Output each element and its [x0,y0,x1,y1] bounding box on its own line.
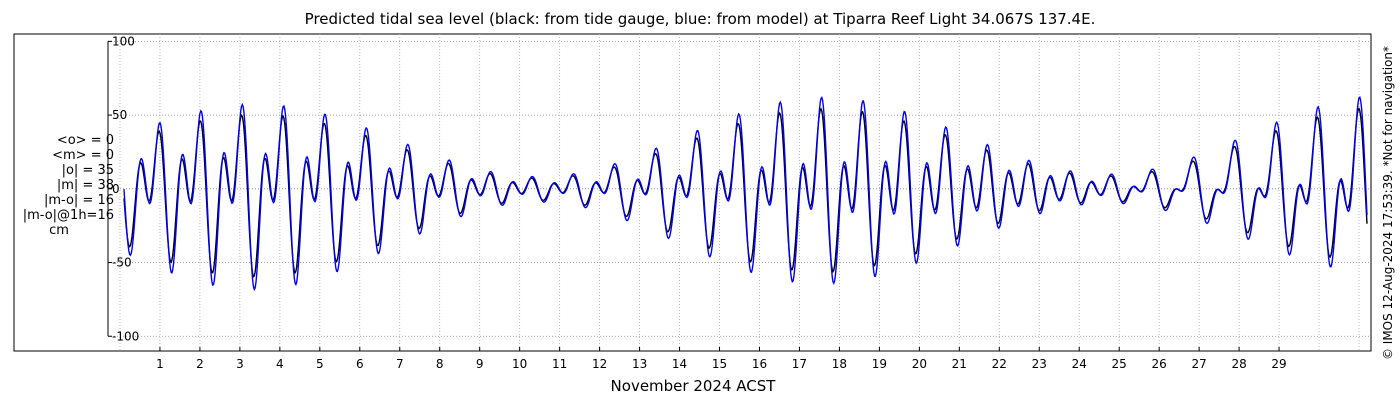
statistics-panel: <o> = 0 <m> = 0 |o| = 35 |m| = 38 |m-o| … [14,133,114,238]
stat-abs-diff: |m-o| = 16 [43,193,114,208]
x-tick-label: 10 [512,357,527,371]
x-tick-label: 20 [912,357,927,371]
series-layer [123,96,1368,292]
x-tick-label: 27 [1191,357,1206,371]
x-tick-label: 21 [952,357,967,371]
chart-title: Predicted tidal sea level (black: from t… [305,10,1096,28]
stat-mean-observed: <o> = 0 [56,133,114,148]
x-tick-label: 19 [872,357,887,371]
stat-abs-model: |m| = 38 [56,178,114,193]
x-tick-label: 9 [476,357,484,371]
y-tick-label: -100 [112,329,139,343]
x-tick-label: 16 [752,357,767,371]
x-tick-label: 2 [196,357,204,371]
x-tick-label: 8 [436,357,444,371]
x-tick-label: 28 [1231,357,1246,371]
axes: -100 -50 0 50 100 [107,34,1280,351]
y-tick-label: -50 [112,256,132,270]
watermark-text: © IMOS 12-Aug-2024 17:53:39. *Not for na… [1381,46,1395,360]
x-tick-label: 6 [356,357,364,371]
stat-abs-diff-1h: |m-o|@1h=16 [22,208,114,223]
x-tick-label: 22 [992,357,1007,371]
x-tick-label: 1 [156,357,164,371]
outer-frame [13,33,1372,352]
y-tick-label: 50 [112,108,127,122]
x-tick-label: 26 [1152,357,1167,371]
x-tick-label: 14 [672,357,687,371]
grid [108,34,1371,351]
model-series-line [123,96,1368,292]
x-tick-label: 11 [552,357,567,371]
x-tick-label: 7 [396,357,404,371]
x-tick-label: 13 [632,357,647,371]
y-tick-label: 0 [112,182,120,196]
stat-unit: cm [49,223,69,238]
x-tick-label: 12 [592,357,607,371]
stat-abs-observed: |o| = 35 [61,163,114,178]
x-tick-label: 17 [792,357,807,371]
y-tick-label: 100 [112,34,135,48]
stat-mean-model: <m> = 0 [52,148,114,163]
x-tick-label: 3 [236,357,244,371]
x-tick-label: 15 [712,357,727,371]
x-tick-labels: 1 2 3 4 5 6 7 8 9 10 11 12 13 14 15 16 17 18 19 20 21 22 23 24 2… [156,357,1287,371]
x-tick-label: 25 [1112,357,1127,371]
x-tick-label: 29 [1271,357,1286,371]
x-tick-label: 24 [1072,357,1087,371]
x-tick-label: 4 [276,357,284,371]
x-tick-label: 23 [1032,357,1047,371]
x-tick-label: 5 [316,357,324,371]
x-axis-label: November 2024 ACST [611,377,777,395]
x-tick-label: 18 [832,357,847,371]
